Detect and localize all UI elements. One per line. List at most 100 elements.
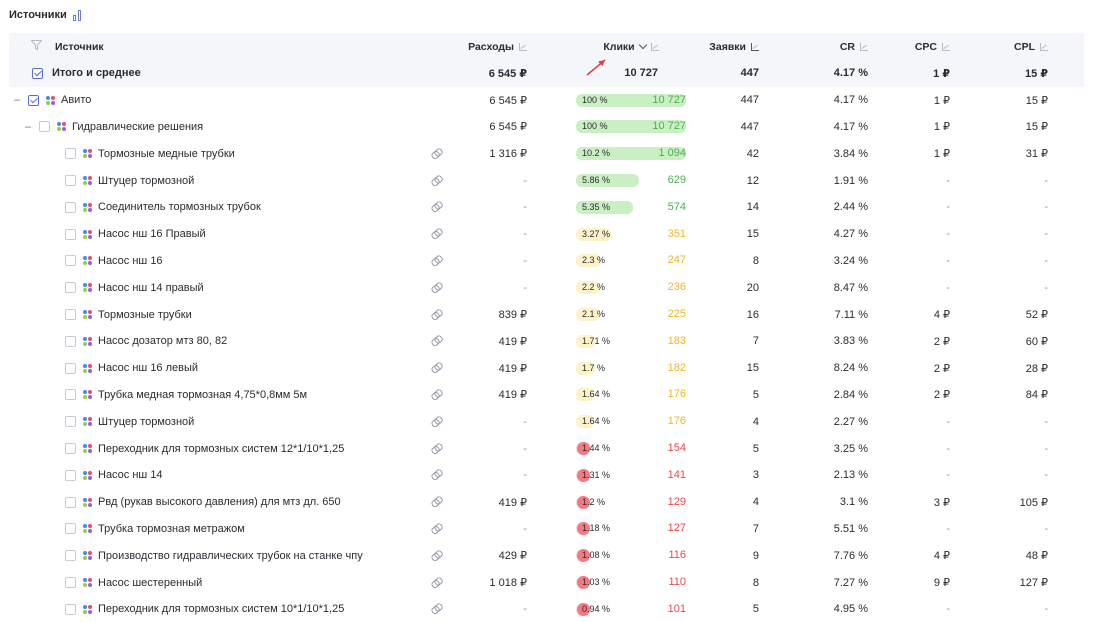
collapse-toggle[interactable]: – (13, 94, 21, 107)
clicks-share-fill (576, 281, 601, 295)
header-spend[interactable]: Расходы (439, 33, 527, 60)
table-row[interactable]: Насос нш 14 правый - 2.2 % 236 20 8.47 %… (9, 274, 1084, 301)
row-checkbox[interactable] (65, 577, 76, 589)
table-row[interactable]: Насос дозатор мтз 80, 82 419 ₽ 1.71 % 18… (9, 328, 1084, 355)
clicks-share-fill (576, 361, 595, 375)
cr-value: 4.17 % (833, 120, 868, 133)
row-checkbox[interactable] (65, 603, 76, 615)
row-checkbox[interactable] (65, 469, 76, 481)
spend-value: - (523, 442, 527, 455)
clicks-share-fill (576, 174, 639, 188)
chevron-down-icon[interactable] (638, 40, 647, 49)
leads-value: 9 (752, 549, 759, 562)
clicks-count: 110 (668, 576, 686, 589)
row-checkbox[interactable] (65, 362, 76, 374)
header-cr[interactable]: CR (799, 33, 868, 60)
spend-value: - (523, 174, 527, 187)
low-share-marker (577, 576, 590, 590)
row-checkbox[interactable] (65, 416, 76, 428)
table-row[interactable]: Штуцер тормозной - 1.64 % 176 4 2.27 % -… (9, 408, 1084, 435)
table-row[interactable]: Трубка медная тормозная 4,75*0,8мм 5м 41… (9, 382, 1084, 409)
table-row[interactable]: – Гидравлические решения 6 545 ₽ 100 % 1… (9, 114, 1084, 141)
table-row[interactable]: Трубка тормозная метражом - 1.18 % 127 7… (9, 516, 1084, 543)
table-row[interactable]: Насос нш 16 левый 419 ₽ 1.7 % 182 15 8.2… (9, 355, 1084, 382)
cpl-value: - (1044, 415, 1048, 428)
spend-value: - (523, 201, 527, 214)
row-checkbox[interactable] (65, 175, 76, 187)
row-checkbox[interactable] (65, 496, 76, 508)
table-row[interactable]: Насос нш 16 Правый - 3.27 % 351 15 4.27 … (9, 221, 1084, 248)
low-share-marker (577, 522, 590, 536)
spend-value: - (523, 228, 527, 241)
table-row[interactable]: Тормозные медные трубки 1 316 ₽ 10.2 % 1… (9, 140, 1084, 167)
table-row[interactable]: – Авито 6 545 ₽ 100 % 10 727 447 4.17 % … (9, 87, 1084, 114)
table-row[interactable]: Переходник для тормозных систем 12*1/10*… (9, 435, 1084, 462)
row-checkbox[interactable] (65, 309, 76, 321)
spend-value: 419 ₽ (498, 496, 527, 509)
avito-icon (83, 470, 92, 480)
row-checkbox[interactable] (65, 255, 76, 267)
bar-chart-icon[interactable] (72, 9, 81, 21)
table-row[interactable]: Производство гидравлических трубок на ст… (9, 542, 1084, 569)
avito-icon (83, 551, 92, 561)
clicks-count: 127 (667, 522, 686, 535)
clicks-bar: 1.64 % 176 (576, 388, 686, 402)
header-cpc[interactable]: CPC (899, 33, 950, 60)
table-row[interactable]: Рвд (рукав высокого давления) для мтз дл… (9, 489, 1084, 516)
cpl-value: 52 ₽ (1025, 309, 1048, 322)
avito-icon (83, 149, 92, 159)
row-checkbox[interactable] (65, 228, 76, 240)
row-checkbox[interactable] (65, 282, 76, 294)
row-checkbox[interactable] (65, 148, 76, 160)
row-checkbox[interactable] (28, 94, 39, 106)
table-row[interactable]: Насос нш 14 - 1.31 % 141 3 2.13 % - - (9, 462, 1084, 489)
low-share-marker (577, 495, 590, 509)
total-checkbox[interactable] (32, 67, 43, 79)
chart-icon[interactable] (1040, 42, 1048, 51)
row-checkbox[interactable] (65, 550, 76, 562)
chart-icon[interactable] (942, 42, 950, 51)
cr-value: 2.84 % (833, 388, 868, 401)
filter-icon[interactable] (31, 40, 42, 50)
clicks-bar: 10.2 % 1 094 (576, 147, 686, 161)
cr-value: 4.95 % (833, 603, 868, 616)
table-row[interactable]: Переходник для тормозных систем 10*1/10*… (9, 596, 1084, 622)
chart-icon[interactable] (751, 42, 759, 51)
spend-value: - (523, 522, 527, 535)
source-name: Штуцер тормозной (98, 415, 195, 428)
chart-icon[interactable] (860, 42, 868, 51)
cr-value: 2.27 % (833, 415, 868, 428)
chart-icon[interactable] (650, 42, 659, 51)
header-cpl[interactable]: CPL (989, 33, 1048, 60)
leads-value: 12 (746, 174, 759, 187)
header-clicks[interactable]: Клики (576, 33, 686, 60)
spend-value: - (523, 254, 527, 267)
clicks-count: 176 (667, 415, 686, 428)
leads-value: 4 (752, 415, 759, 428)
row-checkbox[interactable] (65, 443, 76, 455)
leads-value: 8 (752, 576, 759, 589)
row-checkbox[interactable] (65, 389, 76, 401)
avito-icon (83, 229, 92, 239)
table-row[interactable]: Штуцер тормозной - 5.86 % 629 12 1.91 % … (9, 167, 1084, 194)
table-row[interactable]: Тормозные трубки 839 ₽ 2.1 % 225 16 7.11… (9, 301, 1084, 328)
avito-icon (83, 202, 92, 212)
cpl-value: 105 ₽ (1019, 496, 1048, 509)
header-source[interactable]: Источник (55, 40, 104, 53)
total-clicks: 10 727 (624, 67, 658, 80)
row-checkbox[interactable] (65, 201, 76, 213)
header-leads[interactable]: Заявки (699, 33, 759, 60)
clicks-share-fill (576, 334, 595, 348)
clicks-percent: 1.2 % (582, 496, 606, 507)
spend-value: - (523, 281, 527, 294)
table-row[interactable]: Насос шестеренный 1 018 ₽ 1.03 % 110 8 7… (9, 569, 1084, 596)
collapse-toggle[interactable]: – (24, 120, 32, 133)
clicks-percent: 0.94 % (582, 603, 611, 614)
table-row[interactable]: Соединитель тормозных трубок - 5.35 % 57… (9, 194, 1084, 221)
row-checkbox[interactable] (39, 121, 50, 133)
row-checkbox[interactable] (65, 523, 76, 535)
table-row[interactable]: Насос нш 16 - 2.3 % 247 8 3.24 % - - (9, 248, 1084, 275)
total-cpc: 1 ₽ (933, 67, 950, 80)
row-checkbox[interactable] (65, 335, 76, 347)
chart-icon[interactable] (519, 42, 527, 51)
